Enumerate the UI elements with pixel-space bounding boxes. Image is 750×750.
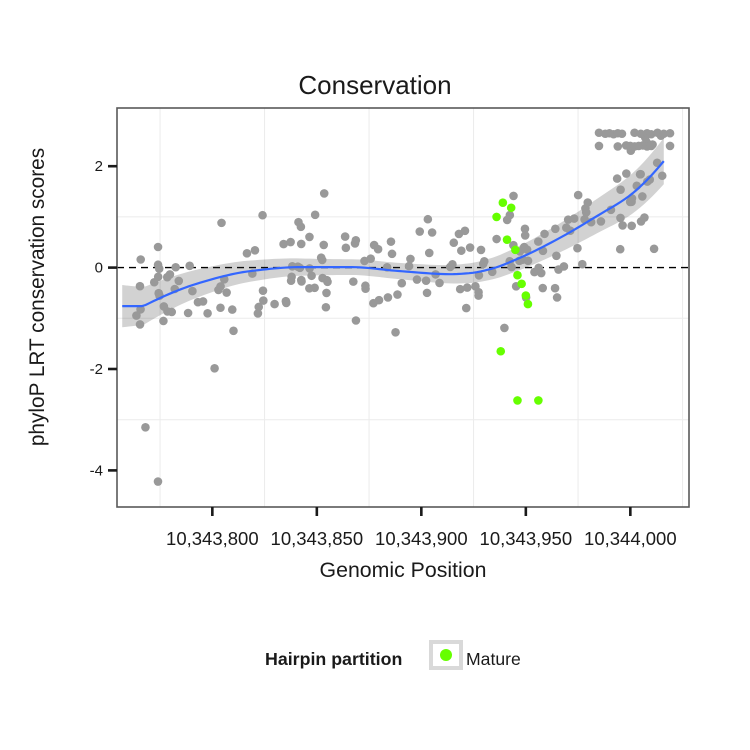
svg-text:10,343,950: 10,343,950: [480, 528, 573, 549]
svg-text:10,344,000: 10,344,000: [584, 528, 677, 549]
svg-text:-2: -2: [90, 361, 103, 378]
svg-text:10,343,900: 10,343,900: [375, 528, 468, 549]
svg-text:0: 0: [95, 260, 103, 277]
svg-text:-4: -4: [90, 462, 103, 479]
svg-text:2: 2: [95, 158, 103, 175]
svg-text:10,343,800: 10,343,800: [166, 528, 259, 549]
svg-text:10,343,850: 10,343,850: [271, 528, 364, 549]
